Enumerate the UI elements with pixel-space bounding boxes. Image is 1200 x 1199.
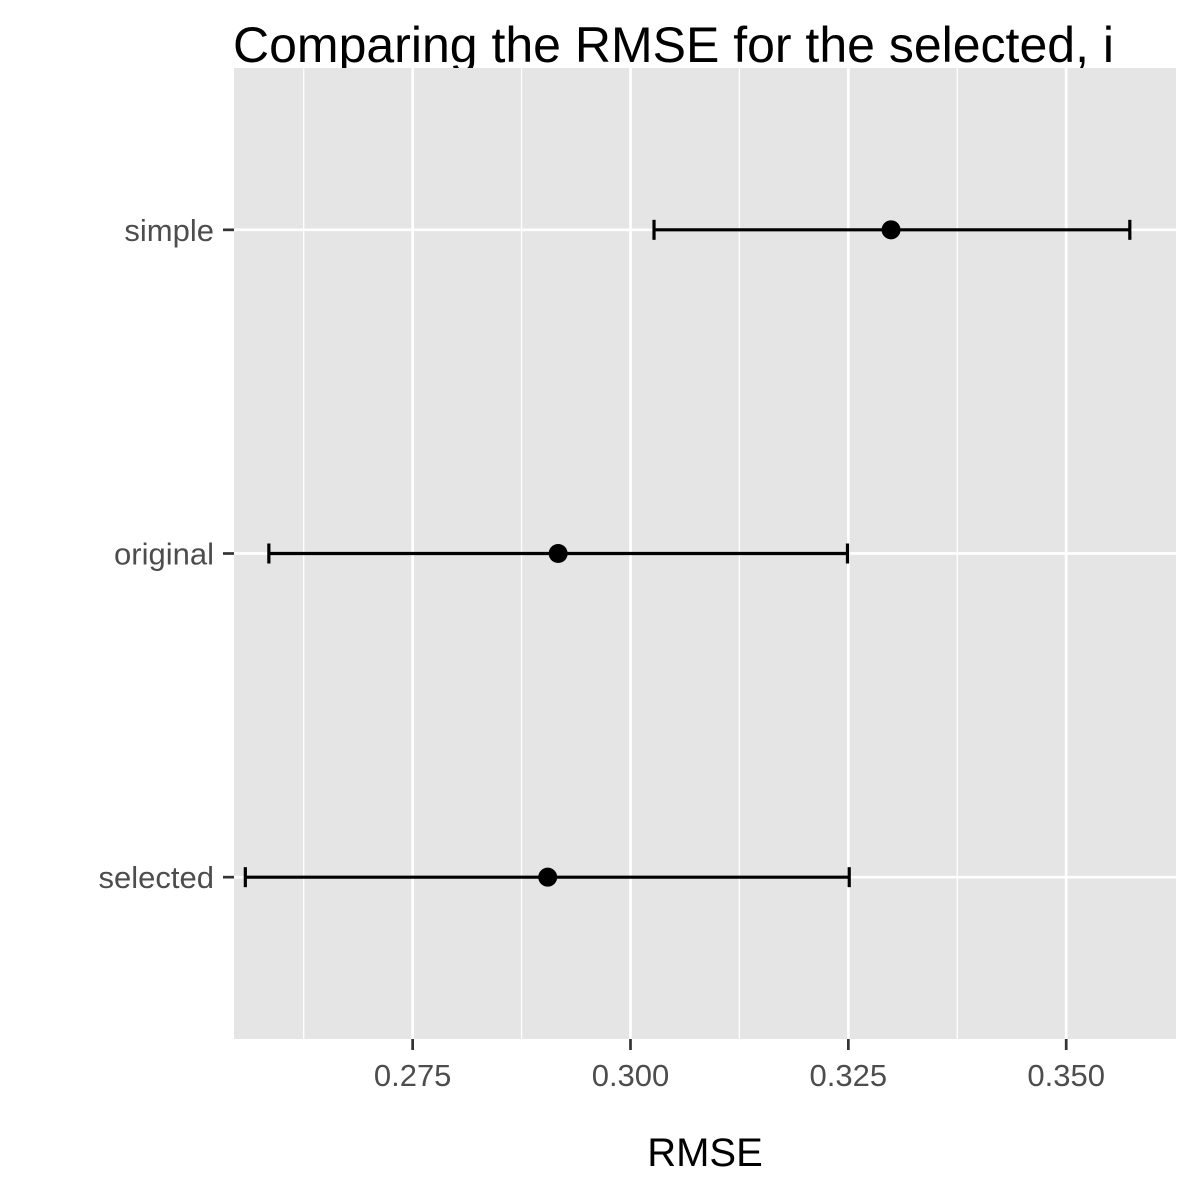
y-tick-label-selected: selected: [99, 860, 214, 895]
x-axis: 0.275 0.300 0.325 0.350: [374, 1039, 1105, 1093]
chart-title: Comparing the RMSE for the selected, i: [233, 17, 1114, 73]
x-tick-label: 0.275: [374, 1058, 452, 1093]
point-estimate-simple: [881, 220, 901, 240]
x-tick-label: 0.325: [810, 1058, 888, 1093]
y-axis: simple original selected: [99, 213, 234, 895]
y-tick-label-original: original: [114, 537, 214, 572]
x-tick-label: 0.300: [592, 1058, 670, 1093]
y-tick-label-simple: simple: [124, 213, 214, 248]
x-tick-label: 0.350: [1027, 1058, 1105, 1093]
error-bar-marks: [243, 219, 1132, 888]
x-axis-title: RMSE: [647, 1131, 763, 1175]
point-estimate-original: [548, 544, 568, 563]
point-estimate-selected: [538, 867, 558, 887]
